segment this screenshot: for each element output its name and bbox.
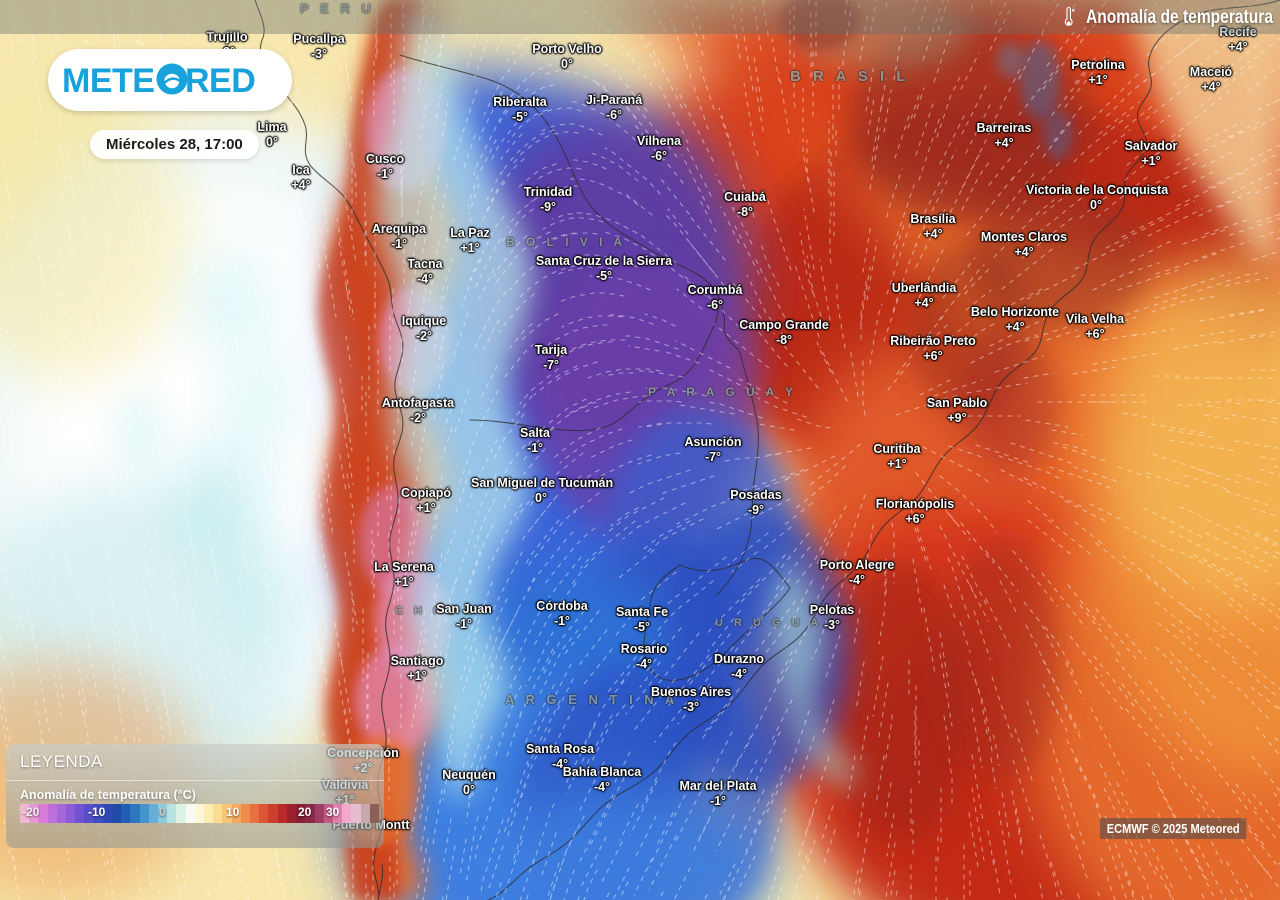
svg-text:RED: RED: [185, 62, 255, 100]
svg-text:METE: METE: [62, 62, 154, 100]
